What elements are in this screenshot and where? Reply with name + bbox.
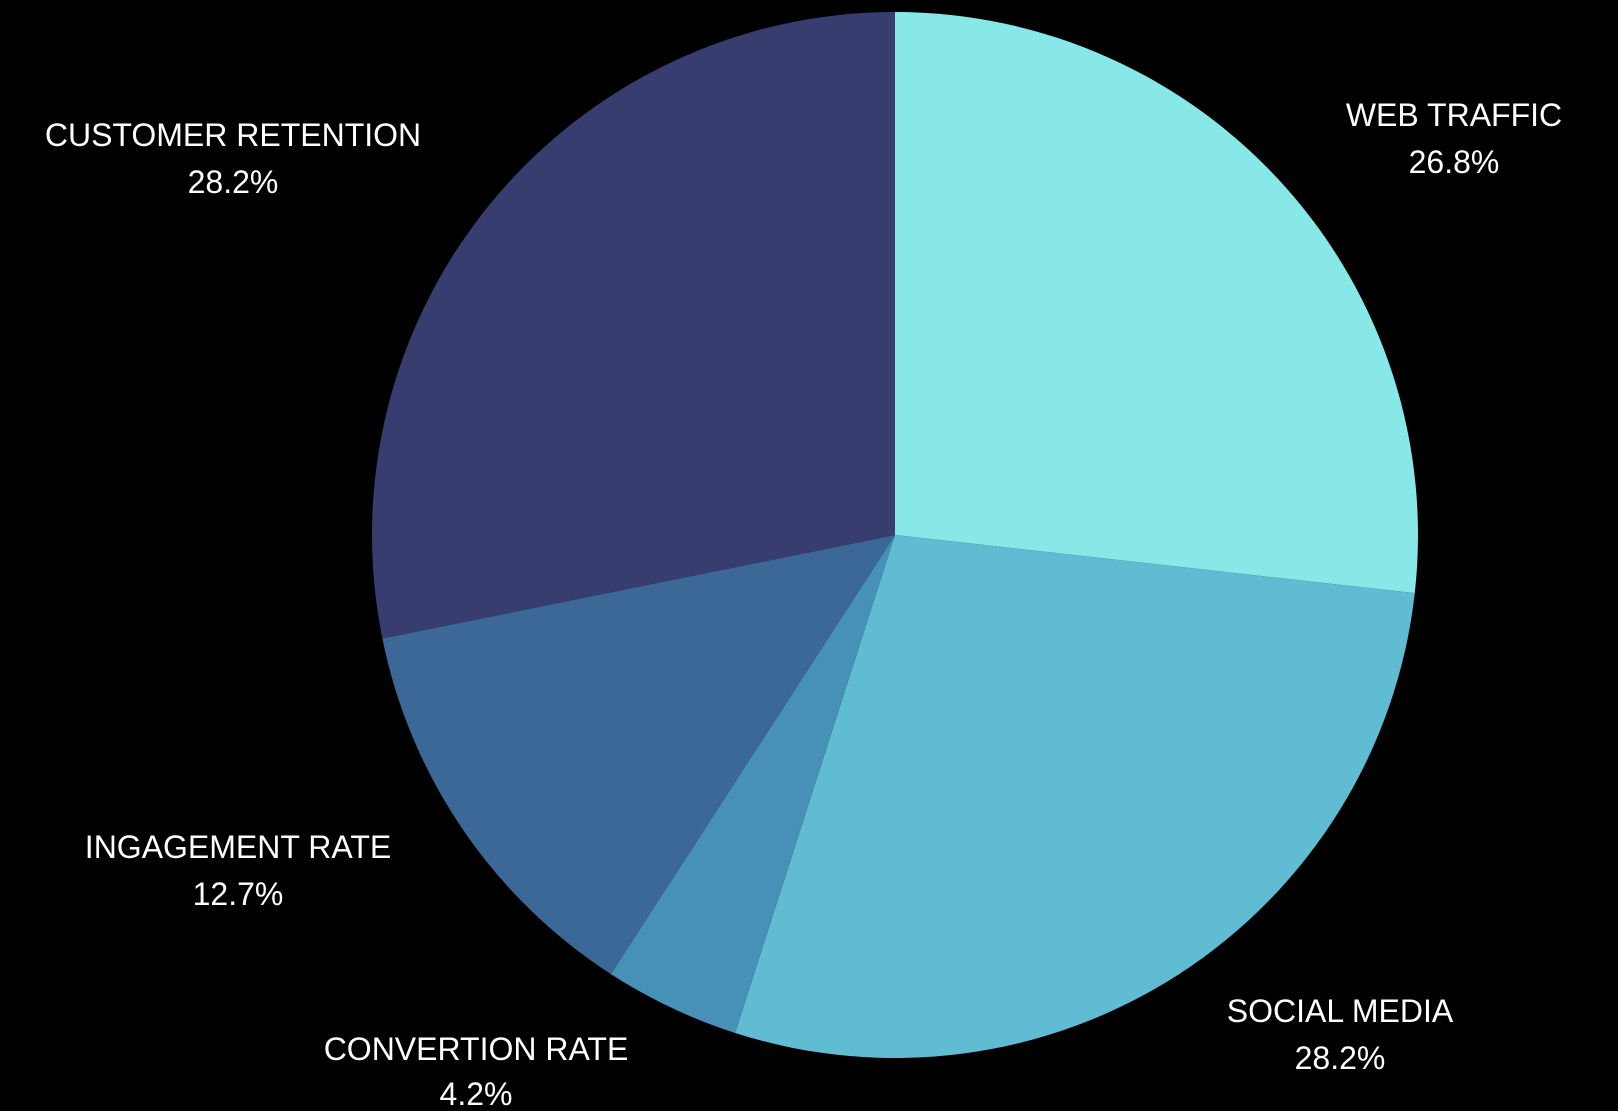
pie-slices xyxy=(371,12,1418,1059)
slice-label-customer-retention-value: 28.2% xyxy=(188,164,279,200)
pie-slice-social-media xyxy=(735,535,1415,1059)
slice-label-ingagement-rate-value: 12.7% xyxy=(193,876,284,912)
pie-slice-web-traffic xyxy=(895,12,1418,594)
slice-label-convertion-rate: CONVERTION RATE 4.2% xyxy=(324,1031,629,1111)
pie-slice-customer-retention xyxy=(371,12,895,639)
slice-label-convertion-rate-name: CONVERTION RATE xyxy=(324,1031,629,1067)
slice-label-social-media: SOCIAL MEDIA 28.2% xyxy=(1227,993,1454,1076)
pie-slice-ingagement-rate xyxy=(382,535,896,975)
slice-label-customer-retention-name: CUSTOMER RETENTION xyxy=(45,117,421,153)
slice-label-web-traffic: WEB TRAFFIC 26.8% xyxy=(1346,97,1562,180)
slice-label-social-media-value: 28.2% xyxy=(1295,1040,1386,1076)
slice-label-ingagement-rate-name: INGAGEMENT RATE xyxy=(85,829,391,865)
pie-slice-convertion-rate xyxy=(610,535,895,1033)
slice-label-web-traffic-value: 26.8% xyxy=(1409,144,1500,180)
slice-label-web-traffic-name: WEB TRAFFIC xyxy=(1346,97,1562,133)
slice-label-ingagement-rate: INGAGEMENT RATE 12.7% xyxy=(85,829,391,912)
slice-label-convertion-rate-value: 4.2% xyxy=(440,1076,513,1111)
slice-label-customer-retention: CUSTOMER RETENTION 28.2% xyxy=(45,117,421,200)
slice-label-social-media-name: SOCIAL MEDIA xyxy=(1227,993,1454,1029)
